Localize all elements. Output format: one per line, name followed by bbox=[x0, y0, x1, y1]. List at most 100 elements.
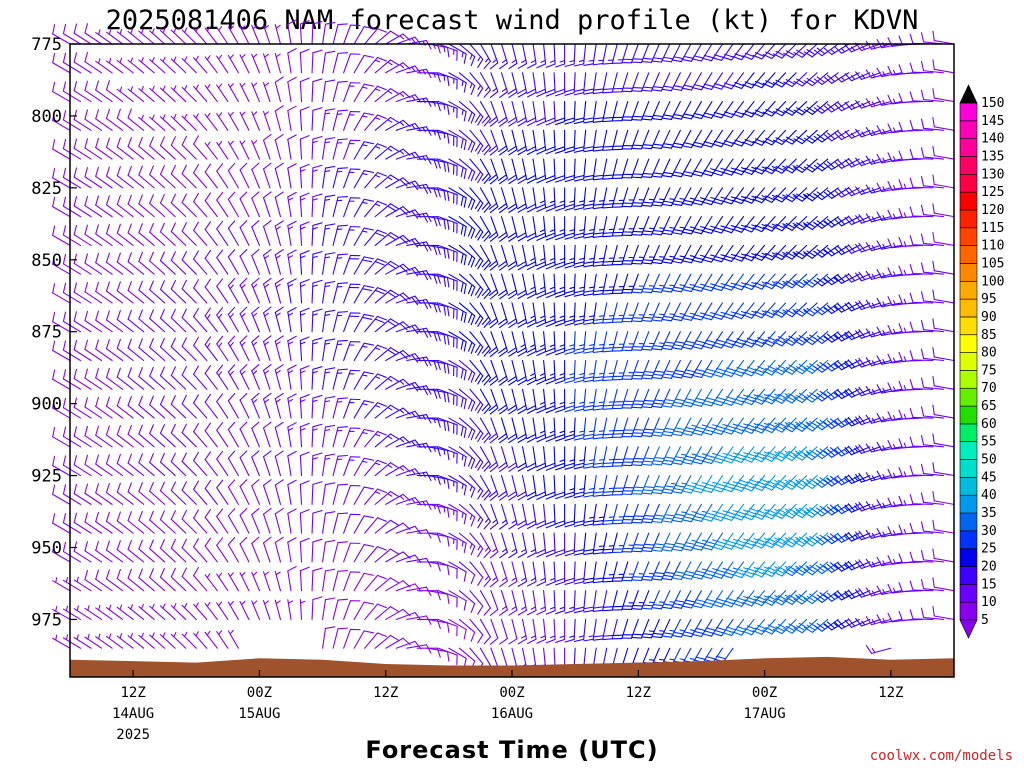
barb-staff bbox=[193, 229, 208, 246]
barb-staff bbox=[138, 232, 155, 246]
barb-flag bbox=[631, 205, 642, 208]
barb-flag bbox=[116, 453, 121, 464]
barb-staff bbox=[127, 232, 145, 246]
barb-flag bbox=[73, 196, 78, 207]
barb-half-flag bbox=[477, 545, 482, 551]
barb-half-flag bbox=[461, 109, 464, 115]
barb-staff bbox=[427, 618, 449, 624]
barb-flag bbox=[84, 483, 88, 494]
wind-barb bbox=[332, 627, 349, 649]
wind-barb bbox=[427, 388, 450, 403]
barb-flag bbox=[204, 508, 212, 518]
barb-staff bbox=[138, 404, 155, 419]
barb-flag bbox=[312, 193, 323, 198]
barb-half-flag bbox=[669, 629, 676, 632]
wind-barb bbox=[287, 393, 297, 419]
barb-flag bbox=[105, 137, 110, 148]
wind-barb bbox=[287, 105, 297, 131]
barb-half-flag bbox=[669, 658, 676, 661]
wind-barb bbox=[299, 422, 310, 448]
barb-flag bbox=[324, 137, 336, 140]
barb-staff bbox=[105, 405, 124, 419]
barb-half-flag bbox=[312, 169, 318, 172]
barb-half-flag bbox=[141, 114, 144, 121]
barb-flag bbox=[446, 420, 450, 432]
barb-flag bbox=[489, 465, 499, 473]
barb-flag bbox=[116, 396, 121, 407]
barb-staff bbox=[427, 647, 449, 653]
barb-flag bbox=[52, 110, 56, 121]
barb-staff bbox=[84, 521, 103, 534]
barb-staff bbox=[138, 577, 155, 592]
barb-flag bbox=[274, 191, 284, 198]
barb-staff bbox=[385, 608, 404, 621]
barb-flag bbox=[483, 89, 491, 98]
barb-half-flag bbox=[275, 370, 281, 374]
barb-flag bbox=[105, 482, 110, 494]
barb-half-flag bbox=[206, 83, 211, 90]
wind-barb bbox=[332, 23, 349, 45]
barb-flag bbox=[488, 490, 498, 498]
barb-half-flag bbox=[264, 255, 269, 260]
wind-barb bbox=[448, 618, 467, 640]
barb-flag bbox=[481, 259, 490, 268]
barb-flag bbox=[73, 368, 78, 380]
barb-staff bbox=[262, 456, 271, 477]
barb-half-flag bbox=[119, 86, 123, 93]
barb-staff bbox=[437, 618, 458, 627]
barb-flag bbox=[159, 395, 165, 406]
wind-barb bbox=[138, 280, 155, 304]
barb-flag bbox=[376, 603, 387, 609]
wind-barb bbox=[181, 602, 197, 621]
barb-half-flag bbox=[241, 571, 246, 577]
barb-staff bbox=[353, 630, 365, 649]
barb-flag bbox=[116, 425, 121, 436]
barb-staff bbox=[332, 570, 339, 592]
wind-barb bbox=[84, 339, 103, 362]
wind-barb bbox=[73, 23, 92, 45]
barb-staff bbox=[406, 615, 428, 621]
barb-flag bbox=[193, 192, 199, 203]
wind-barb bbox=[364, 574, 387, 592]
barb-staff bbox=[73, 493, 92, 505]
barb-staff bbox=[193, 488, 208, 505]
barb-flag bbox=[374, 232, 385, 237]
barb-flag bbox=[337, 570, 349, 572]
wind-barb bbox=[105, 569, 124, 592]
barb-flag bbox=[73, 138, 78, 149]
wind-barb bbox=[52, 24, 71, 45]
barb-flag bbox=[227, 335, 236, 344]
wind-barb bbox=[299, 509, 310, 534]
barb-staff bbox=[170, 518, 187, 534]
barb-flag bbox=[499, 522, 508, 530]
wind-barb bbox=[170, 510, 187, 534]
wind-barb bbox=[193, 480, 208, 505]
wind-barb bbox=[395, 496, 422, 506]
barb-staff bbox=[311, 512, 314, 534]
wind-barb bbox=[507, 72, 518, 98]
barb-flag bbox=[498, 490, 507, 498]
wind-barb bbox=[489, 43, 499, 70]
barb-flag bbox=[324, 50, 336, 54]
wind-barb bbox=[73, 397, 92, 419]
barb-staff bbox=[116, 290, 134, 304]
barb-flag bbox=[474, 315, 482, 325]
wind-barb bbox=[62, 512, 82, 534]
barb-flag bbox=[489, 637, 499, 645]
barb-flag bbox=[389, 88, 400, 95]
barb-half-flag bbox=[151, 632, 155, 638]
barb-staff bbox=[159, 432, 176, 448]
barb-staff bbox=[274, 542, 282, 563]
barb-flag bbox=[116, 166, 121, 177]
barb-half-flag bbox=[399, 380, 405, 385]
wind-barb bbox=[127, 165, 145, 189]
wind-barb bbox=[311, 481, 323, 505]
wind-barb bbox=[193, 631, 208, 649]
barb-half-flag bbox=[141, 28, 144, 34]
barb-staff bbox=[84, 435, 103, 448]
barb-flag bbox=[602, 551, 613, 554]
barb-half-flag bbox=[361, 230, 368, 233]
barb-flag bbox=[446, 190, 450, 202]
barb-flag bbox=[470, 372, 476, 383]
barb-flag bbox=[312, 20, 323, 25]
